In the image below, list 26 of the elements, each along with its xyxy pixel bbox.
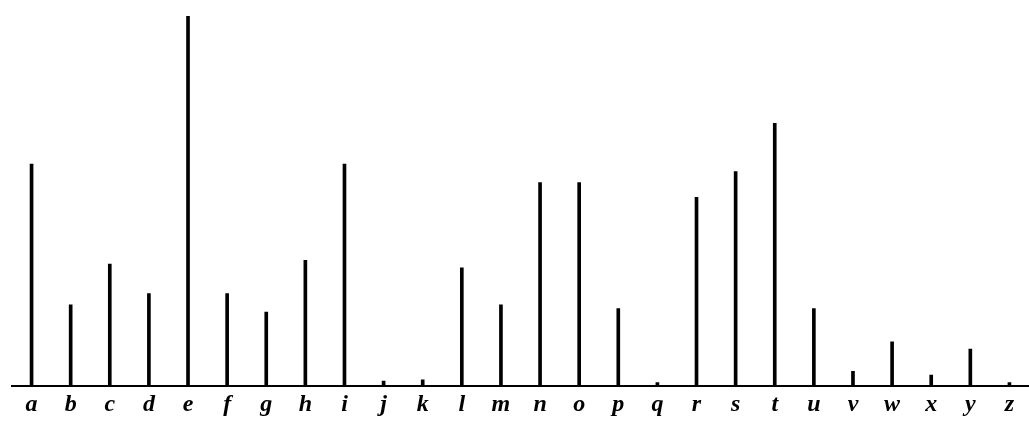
x-tick-label: v [847, 389, 859, 416]
x-tick-label: h [298, 389, 313, 416]
x-tick-label: n [533, 389, 547, 416]
x-tick-label: b [64, 389, 77, 416]
x-tick-label: f [223, 389, 234, 416]
x-tick-label: r [691, 389, 702, 416]
x-tick-label: t [771, 389, 780, 416]
x-tick-label: d [142, 389, 156, 416]
x-tick-label: y [962, 389, 976, 416]
x-tick-label: q [651, 389, 664, 416]
x-tick-label: k [416, 389, 429, 416]
x-tick-label: p [610, 389, 625, 416]
x-tick-label: l [458, 389, 466, 416]
x-tick-label: c [104, 389, 116, 416]
x-tick-label: x [924, 389, 938, 416]
x-tick-label: e [182, 389, 194, 416]
x-tick-label: w [884, 389, 902, 416]
x-tick-label: m [491, 389, 511, 416]
x-tick-label: i [341, 389, 349, 416]
x-tick-label: o [573, 389, 586, 416]
x-tick-label: g [259, 389, 273, 416]
x-tick-label: s [729, 389, 741, 416]
x-tick-label: u [807, 389, 821, 416]
x-tick-label: z [1003, 389, 1015, 416]
x-tick-label: a [25, 389, 38, 416]
x-tick-label: j [376, 389, 388, 416]
